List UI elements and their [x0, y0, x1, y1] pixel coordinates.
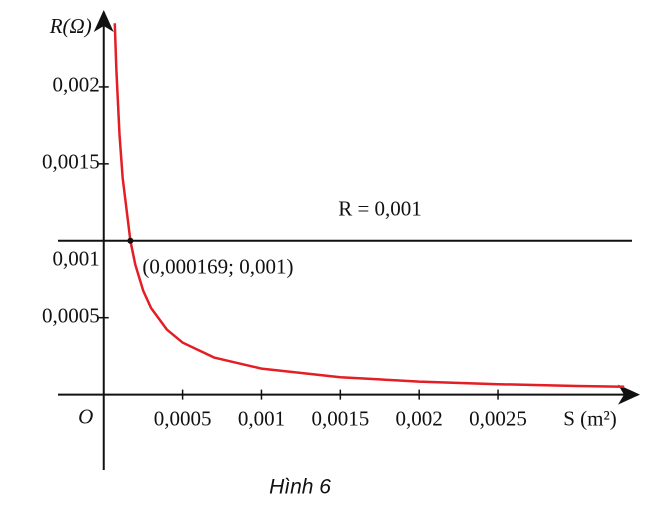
origin-label: O [78, 404, 93, 428]
reference-line-label: R = 0,001 [338, 197, 422, 221]
y-axis-label: R(Ω) [49, 14, 92, 38]
x-tick-label: 0,0015 [311, 406, 369, 430]
curve [113, 23, 625, 388]
y-tick-label: 0,002 [52, 73, 99, 97]
point-label: (0,000169; 0,001) [142, 255, 293, 279]
x-tick-label: 0,001 [238, 406, 285, 430]
x-tick-label: 0,0025 [469, 406, 527, 430]
x-axis-label: S (m²) [563, 406, 617, 430]
y-tick-label: 0,0005 [42, 304, 100, 328]
point [127, 237, 134, 244]
y-tick-label: 0,001 [52, 247, 99, 271]
caption: Hình 6 [269, 476, 331, 499]
x-tick-label: 0,0005 [154, 406, 212, 430]
y-tick-label: 0,0015 [42, 150, 100, 174]
x-tick-label: 0,002 [396, 406, 443, 430]
